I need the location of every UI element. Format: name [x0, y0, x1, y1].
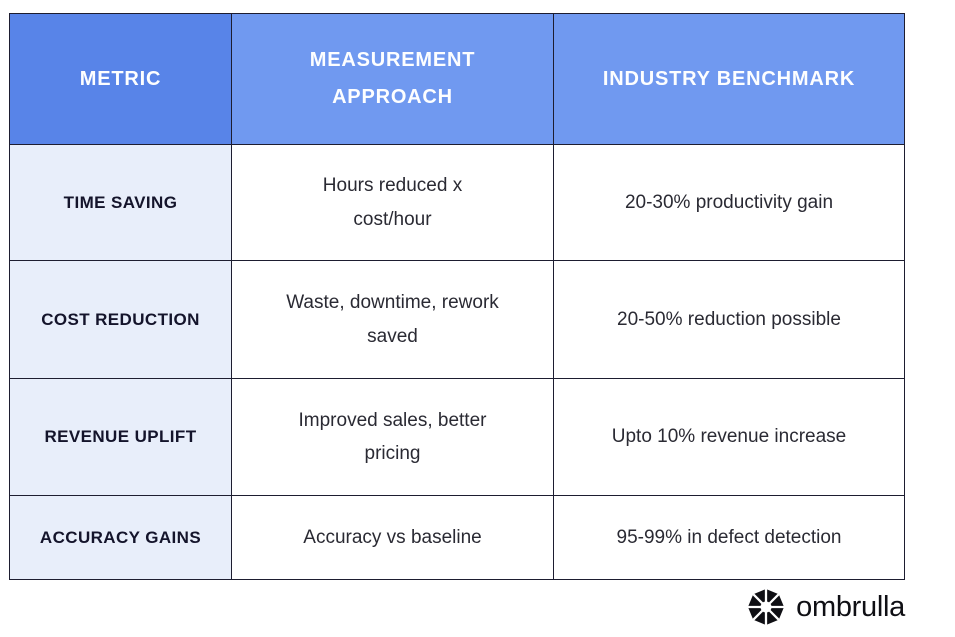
table-row-metric-time-saving: TIME SAVING	[10, 145, 232, 261]
ombrulla-logo: ombrulla	[747, 588, 905, 626]
table-row-metric-accuracy-gains: ACCURACY GAINS	[10, 496, 232, 579]
table-row-metric-revenue-uplift: REVENUE UPLIFT	[10, 379, 232, 496]
benchmark-text: 95-99% in defect detection	[616, 526, 842, 548]
column-header-metric: METRIC	[10, 14, 232, 145]
column-header-industry-benchmark: INDUSTRY BENCHMARK	[554, 14, 904, 145]
approach-text: Waste, downtime, rework saved	[286, 292, 499, 347]
logo-wordmark: ombrulla	[796, 590, 905, 623]
table-cell-approach-revenue-uplift: Improved sales, better pricing	[232, 379, 554, 496]
table-cell-benchmark-time-saving: 20-30% productivity gain	[554, 145, 904, 261]
column-header-metric-label: METRIC	[79, 67, 162, 90]
metric-label: REVENUE UPLIFT	[44, 427, 197, 446]
table-cell-benchmark-revenue-uplift: Upto 10% revenue increase	[554, 379, 904, 496]
approach-text: Improved sales, better pricing	[298, 409, 487, 464]
metric-label: ACCURACY GAINS	[39, 527, 202, 547]
table-cell-approach-accuracy-gains: Accuracy vs baseline	[232, 496, 554, 579]
roi-metrics-table: METRIC MEASUREMENT APPROACH INDUSTRY BEN…	[9, 13, 905, 580]
benchmark-text: Upto 10% revenue increase	[611, 426, 847, 448]
benchmark-text: 20-30% productivity gain	[624, 191, 834, 213]
column-header-measurement-approach-label: MEASUREMENT APPROACH	[309, 49, 476, 108]
umbrella-top-icon	[747, 588, 785, 626]
table-row-metric-cost-reduction: COST REDUCTION	[10, 261, 232, 379]
metric-label: COST REDUCTION	[41, 309, 200, 329]
table-cell-approach-time-saving: Hours reduced x cost/hour	[232, 145, 554, 261]
table-cell-approach-cost-reduction: Waste, downtime, rework saved	[232, 261, 554, 379]
approach-text: Accuracy vs baseline	[303, 526, 482, 548]
table-cell-benchmark-cost-reduction: 20-50% reduction possible	[554, 261, 904, 379]
column-header-industry-benchmark-label: INDUSTRY BENCHMARK	[602, 67, 856, 90]
metric-label: TIME SAVING	[63, 192, 178, 212]
table-cell-benchmark-accuracy-gains: 95-99% in defect detection	[554, 496, 904, 579]
benchmark-text: 20-50% reduction possible	[617, 308, 841, 330]
approach-text: Hours reduced x cost/hour	[322, 175, 463, 230]
column-header-measurement-approach: MEASUREMENT APPROACH	[232, 14, 554, 145]
